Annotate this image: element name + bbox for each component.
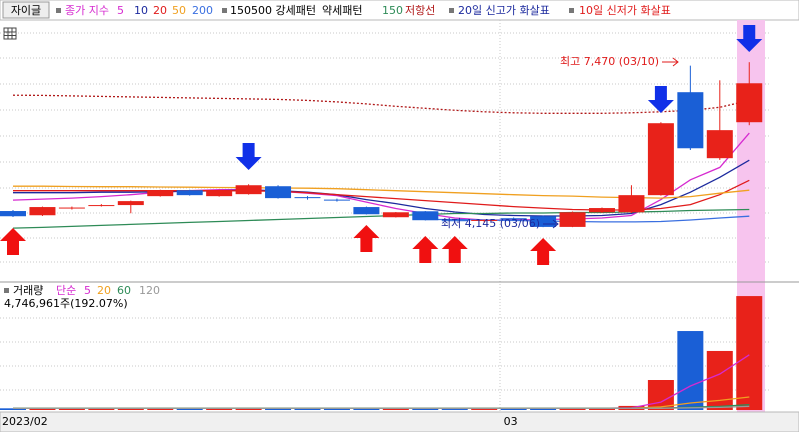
legend-item: 약세패턴 — [322, 3, 362, 17]
high-annotation: 최고 7,470 (03/10) — [560, 55, 659, 68]
stock-button[interactable] — [2, 1, 50, 19]
volume-bar — [147, 408, 174, 410]
candle-body — [530, 216, 557, 227]
moving-average-line — [12, 132, 750, 221]
low-annotation: 최저 4,145 (03/06) — [441, 217, 540, 230]
volume-bar — [265, 408, 292, 410]
volume-bar — [736, 296, 763, 410]
legend-item: 20일 신고가 화살표 — [458, 3, 550, 17]
bearish-arrow — [235, 143, 262, 170]
volume-bar — [176, 408, 203, 410]
legend-square — [56, 8, 61, 13]
candle-body — [117, 201, 144, 206]
candle-body — [147, 190, 174, 197]
legend-item: 10 — [134, 4, 148, 17]
bearish-arrow — [736, 25, 763, 52]
candle-body — [618, 195, 645, 213]
candle-body — [58, 207, 85, 209]
moving-average-line — [13, 405, 750, 410]
legend-label: 종가 지수 — [65, 4, 109, 17]
volume-bar — [58, 408, 85, 410]
legend-item: 10일 신저가 화살표 — [579, 3, 671, 17]
volume-bar — [677, 331, 704, 410]
bullish-arrow — [412, 236, 439, 263]
candle-body — [323, 199, 350, 201]
bullish-arrow — [441, 236, 468, 263]
legend-square — [449, 8, 454, 13]
legend-item: 20 — [153, 4, 167, 17]
x-axis-bar — [0, 411, 799, 432]
legend-item: 저항선 — [405, 4, 435, 17]
volume-bar — [294, 408, 321, 410]
volume-bar — [500, 408, 527, 410]
candle-body — [294, 197, 321, 199]
volume-bar — [0, 408, 26, 410]
volume-bar — [29, 408, 56, 410]
candle-body — [0, 211, 26, 217]
legend-square — [569, 8, 574, 13]
legend-item: 5 — [84, 284, 91, 297]
moving-average-line — [13, 159, 750, 217]
x-tick-label: 2023/02 — [2, 415, 48, 428]
volume-bar — [412, 408, 439, 410]
candle-body — [736, 83, 763, 123]
volume-value-label: 4,746,961주(192.07%) — [4, 297, 128, 310]
volume-bar — [323, 408, 350, 410]
candle-body — [412, 211, 439, 221]
legend-bar — [0, 0, 799, 21]
candle-body — [265, 186, 292, 199]
volume-bar — [206, 408, 233, 410]
volume-bar — [88, 408, 115, 410]
legend-item: 20 — [97, 284, 111, 297]
legend-square — [222, 8, 227, 13]
candle-body — [471, 219, 498, 221]
candle-body — [382, 212, 409, 218]
volume-bar — [471, 409, 498, 410]
candle-body — [677, 92, 704, 149]
volume-bar — [647, 380, 674, 410]
legend-item: 200 — [192, 4, 213, 17]
candle-body — [500, 218, 527, 220]
moving-average-line — [425, 215, 750, 223]
bullish-arrow — [353, 225, 380, 252]
candle-body — [353, 207, 380, 215]
candle-body — [88, 205, 115, 207]
high-pointer — [662, 57, 679, 67]
grid-icon-lines — [4, 28, 16, 39]
volume-title: 거래량 — [13, 284, 43, 297]
candle-body — [706, 130, 733, 159]
bearish-arrow — [647, 86, 674, 113]
low-pointer — [543, 219, 559, 229]
candle-body — [647, 123, 674, 196]
volume-bar — [589, 408, 615, 410]
legend-item: 150 — [382, 4, 403, 17]
volume-bar — [382, 408, 409, 410]
stock-name[interactable]: 자이글 — [11, 4, 41, 17]
candle-body — [206, 190, 233, 197]
moving-average-line — [12, 94, 750, 114]
volume-bar — [353, 408, 380, 410]
legend-label: 단순 — [56, 284, 76, 297]
candle-body — [441, 220, 468, 222]
legend-item: 120 — [139, 284, 160, 297]
legend-item: 50 — [172, 4, 186, 17]
x-tick-label: 03 — [504, 415, 518, 428]
candle-body — [235, 185, 262, 195]
candle-body — [29, 207, 56, 216]
bullish-arrow — [0, 228, 26, 255]
volume-bar — [441, 409, 468, 410]
legend-item: 5 — [117, 4, 124, 17]
candle-body — [589, 208, 615, 213]
legend-item: 150500 강세패턴 — [230, 4, 316, 17]
candle-body — [559, 212, 586, 227]
legend-square — [4, 288, 9, 293]
candle-body — [176, 190, 203, 196]
bullish-arrow — [530, 238, 557, 265]
legend-item: 60 — [117, 284, 131, 297]
volume-bar — [559, 408, 586, 410]
